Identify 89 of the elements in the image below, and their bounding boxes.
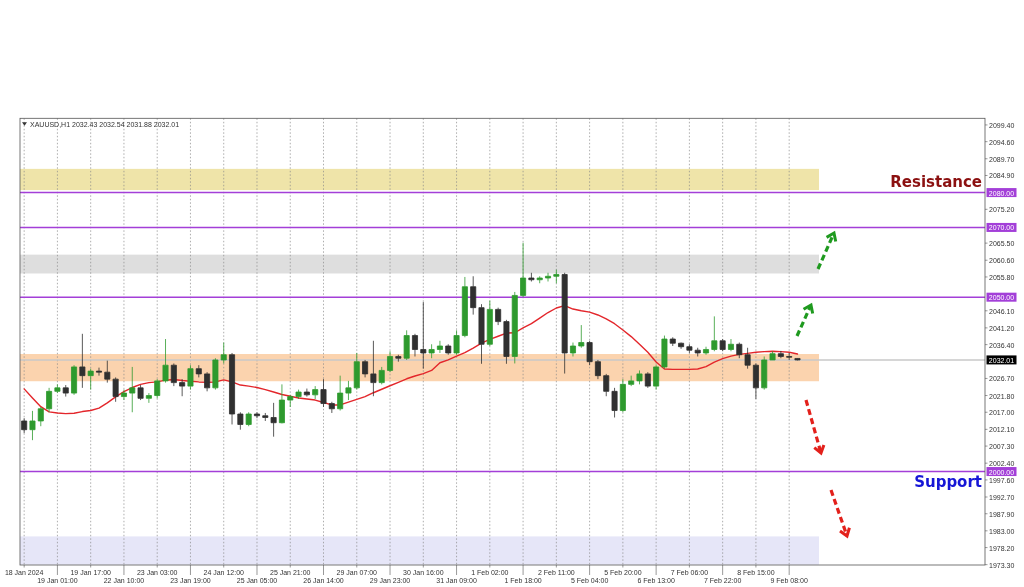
- candlestick: [353, 352, 360, 390]
- candlestick: [387, 350, 394, 373]
- candlestick: [752, 363, 759, 400]
- candlestick: [187, 364, 194, 390]
- candlestick: [628, 375, 635, 387]
- candlestick: [370, 340, 377, 397]
- candlestick: [145, 392, 152, 404]
- candlestick: [420, 301, 427, 370]
- candlestick: [154, 378, 161, 399]
- candlestick: [619, 378, 626, 413]
- line-series: [23, 304, 799, 415]
- candlestick: [761, 356, 768, 390]
- candlestick: [561, 272, 568, 374]
- candlestick: [362, 359, 369, 378]
- candlestick: [328, 401, 335, 414]
- candlestick: [71, 364, 78, 396]
- candlestick: [611, 387, 618, 418]
- candlestick: [786, 352, 793, 361]
- candlestick: [254, 411, 260, 419]
- candlestick: [212, 357, 219, 390]
- candlestick: [453, 329, 460, 356]
- candlestick: [461, 276, 468, 338]
- candlestick: [503, 319, 510, 365]
- candlestick: [245, 411, 252, 427]
- candlestick: [428, 343, 435, 359]
- candlestick: [777, 350, 784, 359]
- candlestick: [46, 387, 53, 413]
- candlestick: [21, 417, 28, 434]
- candlestick: [478, 303, 485, 365]
- candlestick: [287, 394, 294, 408]
- candlestick: [661, 335, 668, 370]
- candlestick: [29, 410, 36, 441]
- candlestick: [378, 366, 385, 385]
- candlestick: [303, 388, 310, 397]
- candlestick: [395, 354, 402, 363]
- candlestick: [129, 366, 136, 413]
- candlestick: [312, 385, 319, 400]
- candlestick: [644, 371, 651, 389]
- candlestick: [412, 333, 418, 357]
- candlestick: [703, 346, 709, 356]
- candlestick: [570, 342, 576, 357]
- candlestick: [229, 352, 236, 425]
- candlestick: [62, 384, 69, 397]
- candlestick: [486, 300, 493, 347]
- candlestick: [237, 411, 244, 431]
- candlestick: [137, 384, 144, 401]
- candlestick: [436, 340, 443, 354]
- candlestick: [204, 371, 211, 392]
- candlestick: [594, 359, 601, 380]
- candlestick: [653, 364, 660, 390]
- candlestick: [536, 275, 543, 284]
- candlestick: [170, 363, 177, 387]
- candlestick: [179, 378, 186, 397]
- candlestick: [711, 315, 718, 352]
- candlestick: [403, 329, 410, 361]
- candlestick: [320, 378, 327, 408]
- candlestick: [120, 389, 127, 401]
- candlestick: [445, 343, 452, 356]
- candlestick: [495, 307, 502, 326]
- candlestick: [545, 272, 552, 282]
- candlestick: [678, 342, 685, 350]
- candlestick: [278, 383, 285, 424]
- candlestick: [578, 324, 585, 349]
- candlestick: [794, 357, 801, 361]
- candlestick: [727, 338, 734, 352]
- text: Resistance: [890, 172, 982, 191]
- candlestick: [511, 291, 518, 364]
- candlestick: [520, 242, 527, 298]
- candlestick: [79, 333, 86, 389]
- candlestick: [337, 375, 344, 411]
- candlestick: [162, 338, 169, 384]
- candlestick: [195, 364, 202, 378]
- candlestick: [87, 368, 94, 390]
- candlestick: [603, 373, 610, 397]
- candlestick: [528, 272, 535, 282]
- candlestick: [295, 389, 302, 400]
- candlestick: [636, 370, 643, 385]
- candlestick: [37, 406, 44, 427]
- candlestick: [54, 383, 61, 394]
- candlestick: [470, 275, 477, 316]
- candlestick: [719, 338, 726, 352]
- candlestick: [345, 380, 352, 401]
- candlestick: [586, 340, 593, 366]
- text: Support: [914, 473, 982, 492]
- candlestick: [553, 269, 560, 284]
- candlestick: [220, 342, 227, 364]
- candlestick: [96, 367, 102, 377]
- candlestick: [669, 336, 676, 347]
- candlestick: [769, 350, 776, 361]
